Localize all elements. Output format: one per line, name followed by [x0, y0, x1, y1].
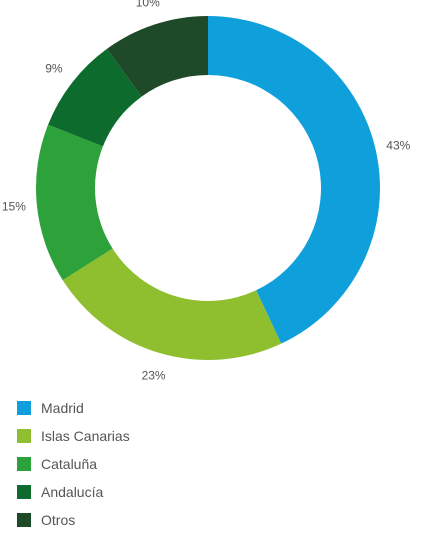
legend-label: Andalucía — [41, 484, 104, 500]
donut-slice-cataluña — [36, 124, 113, 281]
legend-item-cataluna: Cataluña — [17, 450, 130, 478]
legend-swatch — [17, 513, 31, 527]
legend-label: Otros — [41, 512, 76, 528]
legend-swatch — [17, 457, 31, 471]
slice-value-label: 43% — [386, 138, 410, 152]
legend-item-andalucia: Andalucía — [17, 478, 130, 506]
legend-label: Cataluña — [41, 456, 98, 472]
legend-item-otros: Otros — [17, 506, 130, 534]
slice-value-label: 15% — [2, 199, 26, 213]
chart-legend: Madrid Islas Canarias Cataluña Andalucía… — [17, 394, 130, 534]
legend-item-madrid: Madrid — [17, 394, 130, 422]
donut-slice-otros — [106, 16, 208, 97]
legend-swatch — [17, 485, 31, 499]
donut-slice-andalucía — [48, 48, 142, 147]
legend-swatch — [17, 429, 31, 443]
slice-value-label: 10% — [136, 0, 160, 10]
slice-value-label: 23% — [142, 368, 166, 382]
legend-swatch — [17, 401, 31, 415]
donut-slice-madrid — [208, 16, 381, 344]
legend-label: Madrid — [41, 400, 84, 416]
legend-label: Islas Canarias — [41, 428, 130, 444]
slice-value-label: 9% — [45, 61, 63, 75]
legend-item-islas-canarias: Islas Canarias — [17, 422, 130, 450]
donut-slice-islas-canarias — [62, 248, 282, 361]
